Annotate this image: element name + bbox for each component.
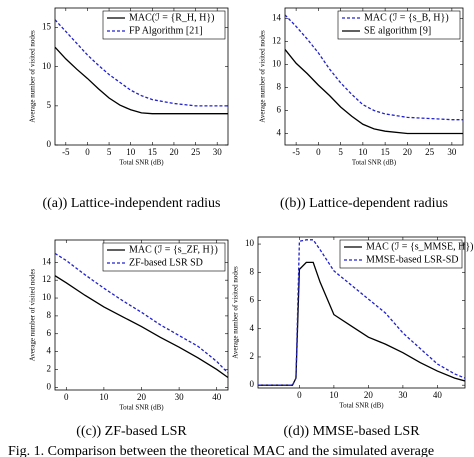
series-line [258, 239, 465, 386]
x-tick-label: -5 [292, 147, 300, 157]
series-line [285, 49, 463, 135]
x-tick-label: 10 [329, 390, 339, 400]
y-tick-label: 5 [47, 100, 52, 110]
x-axis-label: Total SNR (dB) [119, 159, 164, 167]
x-tick-label: 30 [213, 147, 223, 157]
x-tick-label: 20 [137, 392, 147, 402]
y-tick-label: 10 [42, 292, 52, 302]
x-tick-label: 10 [126, 147, 136, 157]
x-tick-label: 40 [433, 390, 443, 400]
x-tick-label: 15 [381, 147, 391, 157]
legend-label: MAC (ℐ = {s_MMSE, H}) [366, 241, 473, 252]
plot-frame [54, 7, 229, 146]
y-axis-label: Average number of visited nodes [232, 266, 240, 359]
y-axis-label: Average number of visited nodes [29, 269, 37, 362]
subfigure-caption: ((c)) ZF-based LSR [76, 424, 187, 439]
y-tick-label: 10 [42, 61, 52, 71]
y-tick-label: 6 [250, 295, 255, 305]
x-tick-label: -5 [62, 147, 70, 157]
x-tick-label: 5 [107, 147, 112, 157]
y-tick-label: 2 [47, 364, 52, 374]
x-tick-label: 0 [64, 392, 69, 402]
y-tick-label: 14 [42, 256, 52, 266]
x-tick-label: 10 [358, 147, 368, 157]
series-line [285, 14, 463, 121]
subfigure-caption: ((b)) Lattice-dependent radius [280, 196, 448, 211]
x-tick-label: 25 [191, 147, 201, 157]
legend-box [337, 10, 461, 40]
series-line [55, 252, 228, 374]
x-tick-label: 20 [364, 390, 374, 400]
x-tick-label: 0 [316, 147, 321, 157]
series-line [55, 275, 228, 379]
y-tick-label: 0 [250, 379, 255, 389]
legend-label: SE algorithm [9] [364, 25, 431, 36]
x-tick-label: 0 [297, 390, 302, 400]
x-tick-label: 30 [447, 147, 457, 157]
series-line [258, 261, 465, 386]
x-axis-label: Total SNR (dB) [119, 404, 164, 412]
x-tick-label: 25 [425, 147, 435, 157]
y-tick-label: 8 [250, 266, 255, 276]
x-tick-label: 20 [169, 147, 179, 157]
y-tick-label: 8 [277, 81, 282, 91]
legend-box [339, 239, 463, 269]
legend-label: MAC (ℐ = {s_ZF, H}) [129, 244, 218, 255]
series-line [55, 19, 228, 107]
legend-label: FP Algorithm [21] [129, 25, 203, 36]
legend-label: ZF-based LSR SD [129, 257, 203, 268]
y-tick-label: 0 [47, 139, 52, 149]
y-tick-label: 14 [272, 12, 282, 22]
legend-label: MMSE-based LSR-SD [366, 254, 459, 265]
x-axis-label: Total SNR (dB) [339, 402, 384, 410]
legend-label: MAC (ℐ = {s_B, H}) [364, 12, 449, 23]
y-tick-label: 4 [47, 346, 52, 356]
y-tick-label: 4 [250, 323, 255, 333]
x-axis-label: Total SNR (dB) [352, 159, 397, 167]
y-tick-label: 2 [250, 351, 255, 361]
y-tick-label: 12 [42, 274, 51, 284]
series-line [55, 46, 228, 115]
legend-label: MAC(ℐ = {R_H, H}) [129, 12, 215, 23]
x-tick-label: 5 [338, 147, 343, 157]
y-tick-label: 6 [277, 105, 282, 115]
subfigure-caption: ((a)) Lattice-independent radius [42, 196, 220, 211]
x-tick-label: 20 [403, 147, 413, 157]
y-tick-label: 12 [272, 35, 281, 45]
x-tick-label: 40 [212, 392, 222, 402]
y-tick-label: 8 [47, 310, 52, 320]
y-tick-label: 10 [245, 238, 255, 248]
y-axis-label: Average number of visited nodes [259, 30, 267, 123]
y-axis-label: Average number of visited nodes [29, 30, 37, 123]
subfigure-caption: ((d)) MMSE-based LSR [283, 424, 420, 439]
plot-frame [284, 7, 464, 146]
x-tick-label: 10 [99, 392, 109, 402]
y-tick-label: 10 [272, 58, 282, 68]
figure-caption: Fig. 1. Comparison between the theoretic… [8, 444, 434, 457]
x-tick-label: 0 [85, 147, 90, 157]
y-tick-label: 6 [47, 328, 52, 338]
y-tick-label: 0 [47, 381, 52, 391]
legend-box [102, 242, 226, 272]
legend-box [102, 10, 226, 40]
x-tick-label: 15 [148, 147, 158, 157]
y-tick-label: 4 [277, 128, 282, 138]
x-tick-label: 30 [175, 392, 185, 402]
x-tick-label: 30 [398, 390, 408, 400]
y-tick-label: 15 [42, 22, 52, 32]
plot-frame [257, 236, 466, 389]
